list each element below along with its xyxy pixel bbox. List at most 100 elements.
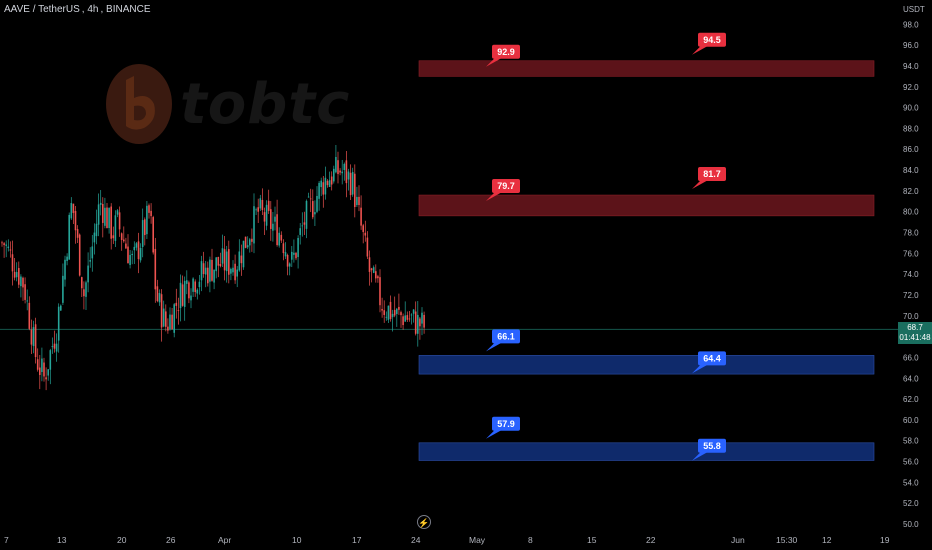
candle: [169, 307, 171, 331]
candle-body: [362, 225, 364, 232]
candle-body: [387, 305, 390, 320]
candle-body: [360, 207, 362, 226]
candle: [127, 234, 129, 264]
zone-labels-layer: 92.9 94.5 79.7 81.7 66.1 64.4 57.9 55.8: [486, 32, 726, 461]
candle-body: [181, 284, 184, 306]
symbol-name: AAVE / TetherUS: [4, 4, 80, 15]
y-tick-label: 60.0: [903, 416, 919, 425]
candle-body: [160, 294, 163, 328]
candle-body: [314, 212, 316, 215]
candle: [219, 252, 222, 268]
candle-body: [209, 259, 211, 282]
candle-body: [274, 216, 276, 222]
candle-body: [81, 277, 83, 289]
candle-body: [318, 182, 320, 199]
lightning-icon[interactable]: ⚡: [417, 515, 431, 529]
candle-body: [200, 261, 203, 281]
candle-body: [228, 249, 230, 275]
candle-body: [110, 206, 112, 239]
candle-body: [51, 346, 54, 348]
candle-body: [366, 237, 369, 257]
x-tick-label: 22: [646, 535, 656, 545]
candle-body: [146, 205, 148, 235]
candle: [76, 225, 79, 244]
candle: [1, 240, 3, 247]
candle: [337, 151, 339, 184]
x-tick-label: 20: [117, 535, 127, 545]
candle-body: [198, 281, 201, 288]
candle: [316, 186, 318, 214]
candle-body: [118, 212, 121, 230]
candle-body: [278, 232, 280, 246]
candle-body: [393, 309, 396, 316]
candle: [24, 277, 26, 304]
candle: [284, 242, 287, 259]
candle-body: [89, 260, 91, 262]
candle: [49, 348, 52, 385]
candle: [375, 264, 377, 283]
y-tick-label: 50.0: [903, 520, 919, 529]
candle: [295, 251, 297, 261]
candle-body: [171, 314, 173, 330]
candle-body: [179, 282, 182, 309]
candle: [343, 162, 346, 181]
candle-body: [83, 289, 85, 297]
candle: [270, 201, 272, 241]
candle-body: [414, 311, 417, 334]
candle: [60, 304, 62, 311]
zone-label-pointer: [486, 191, 504, 202]
candle-body: [192, 278, 194, 292]
candle: [85, 280, 87, 310]
zone-label-text: 57.9: [497, 419, 515, 429]
candle-body: [139, 247, 142, 261]
candle: [356, 186, 358, 208]
candle-body: [183, 280, 186, 307]
candle: [192, 277, 194, 297]
candle: [242, 240, 245, 270]
candle: [131, 250, 133, 265]
candle: [93, 223, 96, 255]
candle: [162, 300, 165, 328]
candle-body: [246, 245, 249, 248]
y-tick-label: 90.0: [903, 104, 919, 113]
candle: [322, 175, 325, 208]
candle-body: [280, 234, 283, 241]
candle: [9, 241, 12, 258]
candle-body: [249, 239, 251, 246]
candle-body: [267, 200, 270, 211]
candle-body: [186, 280, 188, 284]
candle-body: [18, 268, 20, 285]
candle-body: [36, 359, 39, 370]
candle: [240, 244, 243, 276]
zone-label-pointer: [692, 44, 710, 55]
x-tick-label: May: [469, 535, 486, 545]
candle: [261, 188, 264, 216]
time-axis: 7 13 20 26 Apr 10 17 24 May 8 15 22 Jun 15:30 12 19: [4, 535, 890, 545]
candle: [354, 164, 356, 218]
candle-body: [133, 246, 136, 251]
candle-body: [328, 180, 331, 187]
candle-body: [303, 222, 306, 225]
candle-body: [253, 206, 255, 244]
x-tick-label: 10: [292, 535, 302, 545]
candle-body: [68, 214, 70, 260]
candle-body: [66, 256, 68, 261]
candle: [7, 239, 10, 252]
x-tick-label: 26: [166, 535, 176, 545]
candle-body: [74, 210, 77, 231]
candle: [70, 197, 73, 220]
candle-body: [396, 308, 398, 315]
candle: [97, 193, 100, 237]
zone-price-label: 94.5: [692, 32, 726, 55]
candle-body: [41, 358, 43, 372]
candle: [246, 236, 249, 250]
candle: [11, 240, 14, 286]
y-tick-label: 58.0: [903, 437, 919, 446]
candle-body: [154, 248, 157, 290]
candle: [211, 248, 213, 282]
candle: [396, 307, 398, 327]
candle: [383, 300, 385, 323]
candle: [209, 256, 211, 293]
candle-body: [158, 292, 161, 303]
